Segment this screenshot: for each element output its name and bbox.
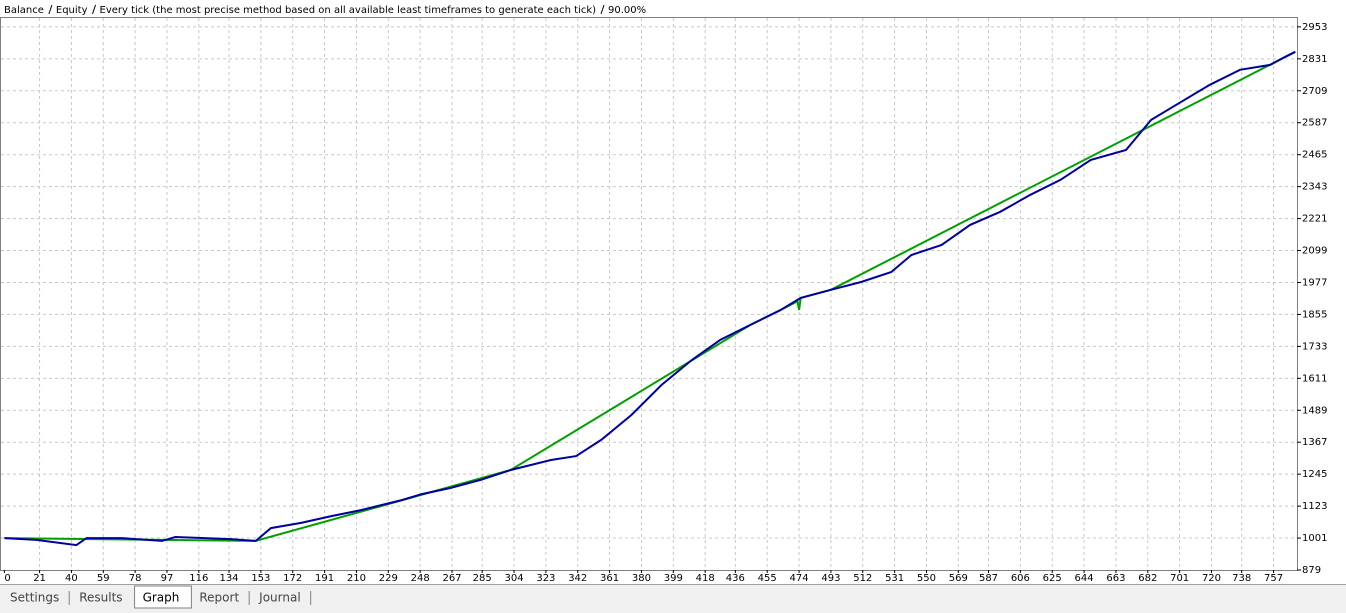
y-tick-label: 2953 <box>1302 22 1327 33</box>
plot-area <box>0 17 1298 571</box>
separator <box>600 4 605 15</box>
x-tick-label: 229 <box>379 573 398 584</box>
x-tick-label: 380 <box>632 573 651 584</box>
x-tick-label: 550 <box>917 573 936 584</box>
x-tick-label: 153 <box>251 573 270 584</box>
x-tick-label: 644 <box>1075 573 1094 584</box>
x-tick-label: 587 <box>979 573 998 584</box>
x-tick-label: 0 <box>4 573 10 584</box>
y-tick-label: 2831 <box>1302 54 1327 65</box>
y-tick-label: 1977 <box>1302 277 1327 288</box>
x-tick-label: 720 <box>1202 573 1221 584</box>
x-tick-label: 512 <box>853 573 872 584</box>
y-tick-label: 2099 <box>1302 246 1327 257</box>
separator <box>92 4 96 15</box>
x-tick-label: 248 <box>411 573 430 584</box>
tab[interactable]: Journal <box>258 591 301 605</box>
y-tick-label: 1611 <box>1302 373 1327 384</box>
x-tick-label: 399 <box>664 573 683 584</box>
y-tick-label: 1733 <box>1302 341 1327 352</box>
x-tick-label: 78 <box>129 573 142 584</box>
y-tick-label: 2587 <box>1302 118 1327 129</box>
x-tick-label: 701 <box>1170 573 1189 584</box>
x-tick-label: 40 <box>65 573 78 584</box>
x-tick-label: 455 <box>758 573 777 584</box>
x-tick-label: 738 <box>1232 573 1251 584</box>
x-tick-label: 493 <box>821 573 840 584</box>
y-tick-label: 1855 <box>1302 309 1327 320</box>
x-tick-label: 569 <box>949 573 968 584</box>
x-tick-label: 436 <box>726 573 745 584</box>
active-tab <box>134 585 192 609</box>
tab[interactable]: Graph <box>143 591 180 605</box>
x-tick-label: 606 <box>1011 573 1030 584</box>
y-tick-label: 1489 <box>1302 405 1327 416</box>
y-tick-label: 879 <box>1302 565 1321 576</box>
x-tick-label: 191 <box>315 573 334 584</box>
series-line <box>4 50 1296 547</box>
tab[interactable]: Settings <box>10 591 59 605</box>
x-tick-label: 418 <box>696 573 715 584</box>
x-tick-label: 342 <box>568 573 587 584</box>
x-tick-label: 682 <box>1138 573 1157 584</box>
x-tick-label: 267 <box>442 573 461 584</box>
x-tick-label: 134 <box>219 573 238 584</box>
series-name-balance: Balance <box>4 5 44 16</box>
x-tick-label: 21 <box>33 573 46 584</box>
x-tick-label: 304 <box>504 573 523 584</box>
separator <box>48 4 53 15</box>
x-tick-label: 210 <box>347 573 366 584</box>
x-tick-label: 116 <box>189 573 208 584</box>
y-tick-label: 2343 <box>1302 182 1327 193</box>
x-tick-label: 474 <box>790 573 809 584</box>
modelling-quality: 90.00% <box>608 5 646 16</box>
x-tick-label: 757 <box>1264 573 1283 584</box>
y-tick-label: 2465 <box>1302 150 1327 161</box>
series-name-equity: Equity <box>56 5 88 16</box>
x-tick-label: 531 <box>885 573 904 584</box>
y-tick-label: 1001 <box>1302 533 1327 544</box>
x-tick-label: 323 <box>536 573 555 584</box>
x-tick-label: 285 <box>473 573 492 584</box>
tab[interactable]: Report <box>199 591 239 605</box>
x-tick-label: 663 <box>1106 573 1125 584</box>
x-tick-label: 97 <box>161 573 174 584</box>
subtitle: Every tick (the most precise method base… <box>100 5 597 16</box>
y-tick-label: 2709 <box>1302 86 1327 97</box>
y-tick-label: 1367 <box>1302 437 1327 448</box>
x-tick-label: 361 <box>600 573 619 584</box>
y-tick-label: 2221 <box>1302 214 1327 225</box>
y-tick-label: 1245 <box>1302 469 1327 480</box>
x-tick-label: 172 <box>283 573 302 584</box>
y-tick-label: 1123 <box>1302 501 1327 512</box>
x-tick-label: 625 <box>1043 573 1062 584</box>
tab[interactable]: Results <box>79 591 122 605</box>
x-tick-label: 59 <box>97 573 110 584</box>
